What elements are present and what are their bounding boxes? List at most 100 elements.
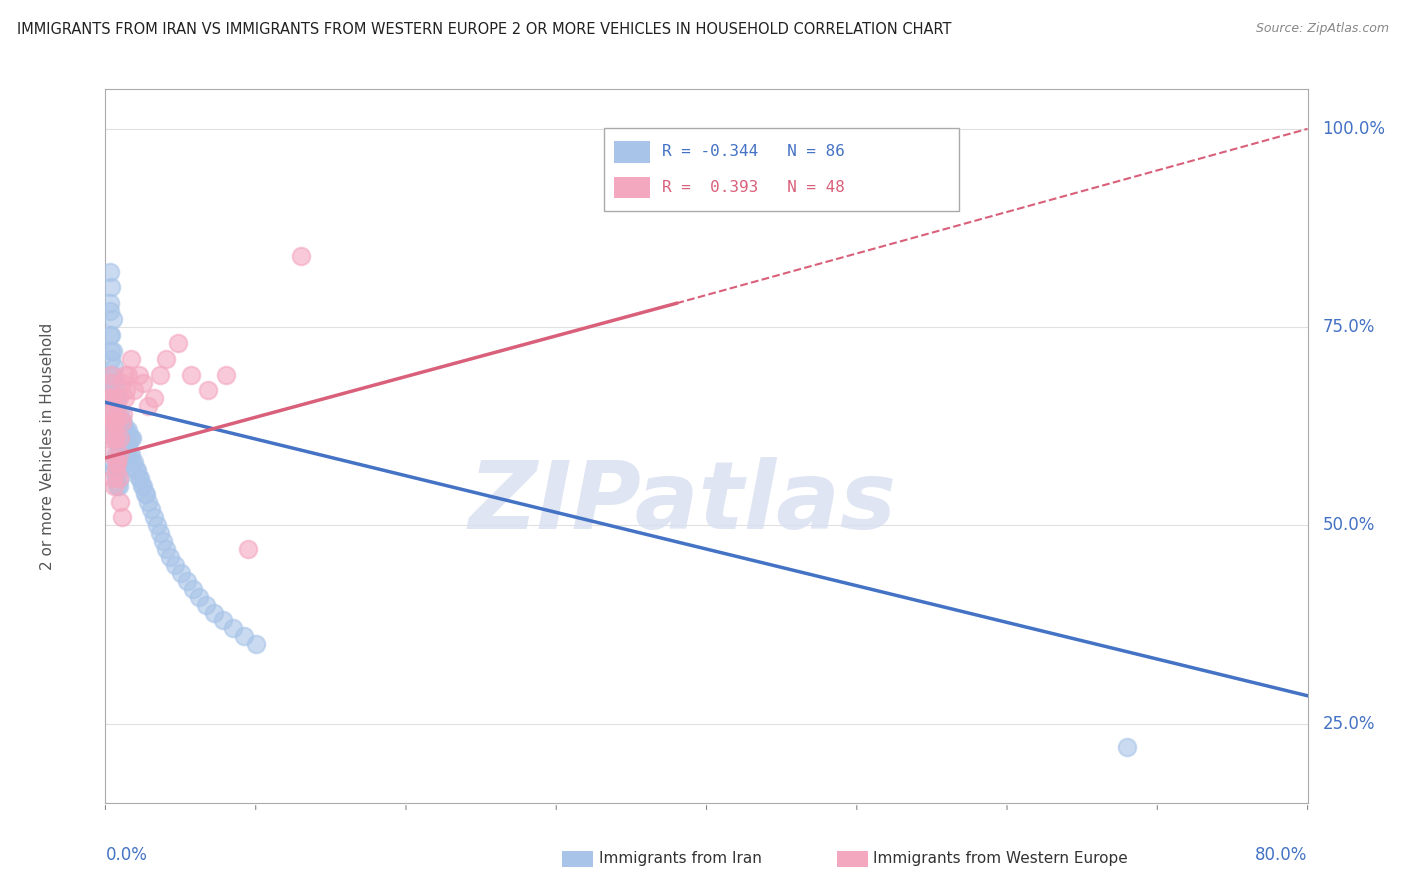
Point [120, 431, 142, 445]
Point [108, 439, 131, 453]
Point [107, 392, 129, 406]
Point [238, 542, 260, 557]
Point [100, 280, 122, 294]
Point [104, 471, 127, 485]
Point [176, 574, 198, 588]
Point [104, 415, 127, 429]
Point [103, 392, 125, 406]
Point [101, 368, 124, 382]
Point [101, 471, 124, 485]
Point [128, 368, 150, 382]
Point [100, 447, 122, 461]
Text: 100.0%: 100.0% [1323, 120, 1385, 138]
Point [121, 455, 143, 469]
Point [103, 359, 125, 374]
Point [101, 423, 124, 437]
Point [120, 351, 142, 366]
Point [108, 423, 131, 437]
Point [103, 415, 125, 429]
Point [163, 558, 186, 572]
Point [103, 376, 125, 390]
Point [132, 376, 155, 390]
Point [195, 598, 218, 612]
Point [101, 407, 124, 421]
Point [108, 392, 131, 406]
Point [110, 431, 132, 445]
Point [98, 431, 121, 445]
Point [111, 439, 134, 453]
Point [114, 439, 136, 453]
Point [139, 502, 162, 516]
Point [148, 368, 170, 382]
Point [104, 415, 127, 429]
Point [136, 400, 159, 414]
Point [104, 376, 127, 390]
Point [117, 439, 139, 453]
FancyBboxPatch shape [605, 128, 959, 211]
Text: IMMIGRANTS FROM IRAN VS IMMIGRANTS FROM WESTERN EUROPE 2 OR MORE VEHICLES IN HOU: IMMIGRANTS FROM IRAN VS IMMIGRANTS FROM … [17, 22, 952, 37]
Point [181, 582, 204, 596]
Point [114, 423, 136, 437]
Point [107, 455, 129, 469]
Point [111, 415, 134, 429]
Point [128, 471, 150, 485]
Point [107, 423, 129, 437]
Point [101, 455, 124, 469]
Point [112, 415, 135, 429]
Point [111, 376, 134, 390]
Point [107, 407, 129, 421]
Point [110, 407, 132, 421]
Point [110, 455, 132, 469]
Point [245, 637, 267, 651]
Point [100, 368, 122, 382]
Point [111, 510, 134, 524]
Point [142, 510, 165, 524]
Point [169, 566, 191, 580]
Point [108, 463, 131, 477]
Point [110, 423, 132, 437]
Point [214, 368, 236, 382]
Point [115, 384, 138, 398]
Point [122, 384, 145, 398]
Point [145, 518, 167, 533]
Point [108, 471, 131, 485]
Text: 0.0%: 0.0% [105, 847, 148, 864]
Point [155, 542, 177, 557]
Text: 80.0%: 80.0% [1256, 847, 1308, 864]
Point [115, 423, 138, 437]
Text: R =  0.393   N = 48: R = 0.393 N = 48 [662, 180, 845, 195]
Point [124, 463, 146, 477]
Point [98, 296, 121, 310]
Point [117, 368, 139, 382]
Point [101, 312, 124, 326]
Point [100, 407, 122, 421]
Point [155, 351, 177, 366]
Point [98, 304, 121, 318]
Point [180, 368, 202, 382]
Text: 25.0%: 25.0% [1323, 714, 1375, 732]
Point [232, 629, 254, 643]
Point [211, 614, 233, 628]
Text: 75.0%: 75.0% [1323, 318, 1375, 336]
Text: Immigrants from Iran: Immigrants from Iran [599, 852, 762, 866]
Point [117, 423, 139, 437]
Point [100, 392, 122, 406]
Point [142, 392, 165, 406]
Text: 2 or more Vehicles in Household: 2 or more Vehicles in Household [41, 322, 55, 570]
Point [104, 392, 127, 406]
Text: 50.0%: 50.0% [1323, 516, 1375, 534]
Point [111, 423, 134, 437]
Point [100, 343, 122, 358]
Point [136, 494, 159, 508]
Point [100, 328, 122, 343]
Text: Source: ZipAtlas.com: Source: ZipAtlas.com [1256, 22, 1389, 36]
Point [98, 376, 121, 390]
Point [202, 606, 225, 620]
Point [110, 471, 132, 485]
Point [222, 621, 245, 635]
Point [197, 384, 219, 398]
Point [120, 447, 142, 461]
Point [110, 494, 132, 508]
Point [103, 478, 125, 492]
Point [98, 407, 121, 421]
